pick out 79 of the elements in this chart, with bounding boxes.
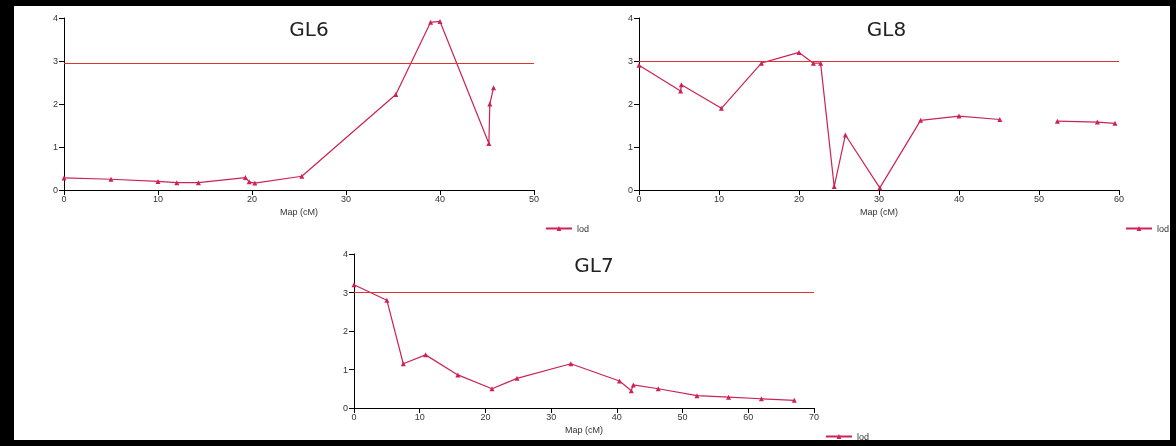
point	[796, 49, 802, 55]
y-tick-label: 3	[342, 287, 348, 298]
x-tick-label: 0	[61, 193, 67, 204]
x-tick-label: 40	[953, 193, 965, 204]
x-tick-label: 50	[528, 193, 540, 204]
point	[997, 116, 1003, 122]
y-tick-label: 4	[627, 13, 633, 23]
x-tick-label: 60	[743, 411, 754, 422]
point	[678, 88, 684, 94]
x-axis-title: Map (cM)	[565, 425, 603, 436]
y-tick-label: 3	[52, 56, 58, 66]
point	[514, 375, 520, 381]
point	[437, 18, 443, 24]
point	[428, 19, 434, 25]
x-tick-label: 20	[246, 193, 258, 204]
point	[351, 282, 357, 288]
point	[791, 397, 797, 403]
point	[616, 378, 622, 384]
y-tick-label: 1	[627, 142, 633, 152]
point	[956, 113, 962, 119]
x-tick-label: 20	[793, 193, 805, 204]
x-tick-label: 20	[480, 411, 491, 422]
chart-title: GL6	[289, 17, 329, 41]
x-tick-label: 70	[808, 411, 820, 422]
y-tick-label: 0	[627, 185, 633, 195]
point	[487, 101, 493, 107]
x-axis-title: Map (cM)	[860, 207, 898, 218]
point	[242, 175, 248, 181]
y-tick-label: 3	[627, 56, 633, 66]
x-tick-label: 0	[351, 411, 357, 422]
point	[758, 396, 764, 402]
point	[678, 82, 684, 88]
legend-label: lod	[576, 223, 590, 234]
chart-title: GL8	[866, 17, 907, 41]
point	[726, 394, 732, 400]
point	[636, 62, 642, 68]
x-tick-label: 30	[873, 193, 885, 204]
point	[1112, 120, 1118, 126]
point	[155, 178, 161, 184]
x-tick-label: 50	[677, 411, 688, 422]
point	[61, 175, 67, 181]
y-tick-label: 2	[627, 99, 633, 109]
x-tick-label: 0	[636, 193, 642, 204]
y-tick-label: 2	[52, 99, 58, 109]
point	[486, 141, 492, 147]
point	[1094, 119, 1100, 125]
y-tick-label: 0	[342, 403, 348, 413]
point	[718, 105, 724, 111]
point	[831, 184, 837, 190]
x-tick-label: 40	[434, 193, 446, 204]
y-tick-label: 4	[52, 13, 58, 23]
point	[195, 180, 201, 186]
point	[918, 117, 924, 123]
x-tick-label: 30	[546, 411, 557, 422]
x-tick-label: 50	[1033, 193, 1045, 204]
point	[108, 176, 114, 182]
point	[489, 386, 495, 392]
point	[299, 173, 305, 179]
y-tick-label: 0	[52, 185, 58, 195]
x-tick-label: 60	[1113, 193, 1125, 204]
legend-label: lod	[856, 431, 870, 442]
x-tick-label: 10	[713, 193, 725, 204]
x-tick-label: 40	[611, 411, 622, 422]
x-tick-label: 10	[152, 193, 164, 204]
x-axis-title: Map (cM)	[280, 207, 318, 218]
point	[252, 180, 258, 186]
y-tick-label: 2	[342, 326, 348, 336]
y-tick-label: 4	[342, 249, 348, 259]
point	[393, 92, 399, 98]
point	[1054, 118, 1060, 124]
legend-label: lod	[1156, 223, 1170, 234]
y-tick-label: 1	[342, 364, 348, 375]
chart-title: GL7	[574, 253, 614, 277]
point	[384, 297, 390, 303]
y-tick-label: 1	[52, 142, 58, 152]
point	[491, 85, 497, 91]
x-tick-label: 30	[340, 193, 352, 204]
point	[694, 393, 700, 399]
x-tick-label: 10	[414, 411, 425, 422]
